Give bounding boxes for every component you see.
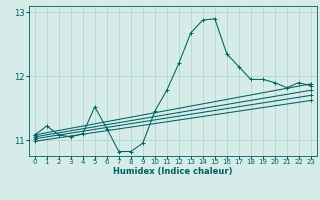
X-axis label: Humidex (Indice chaleur): Humidex (Indice chaleur) — [113, 167, 233, 176]
